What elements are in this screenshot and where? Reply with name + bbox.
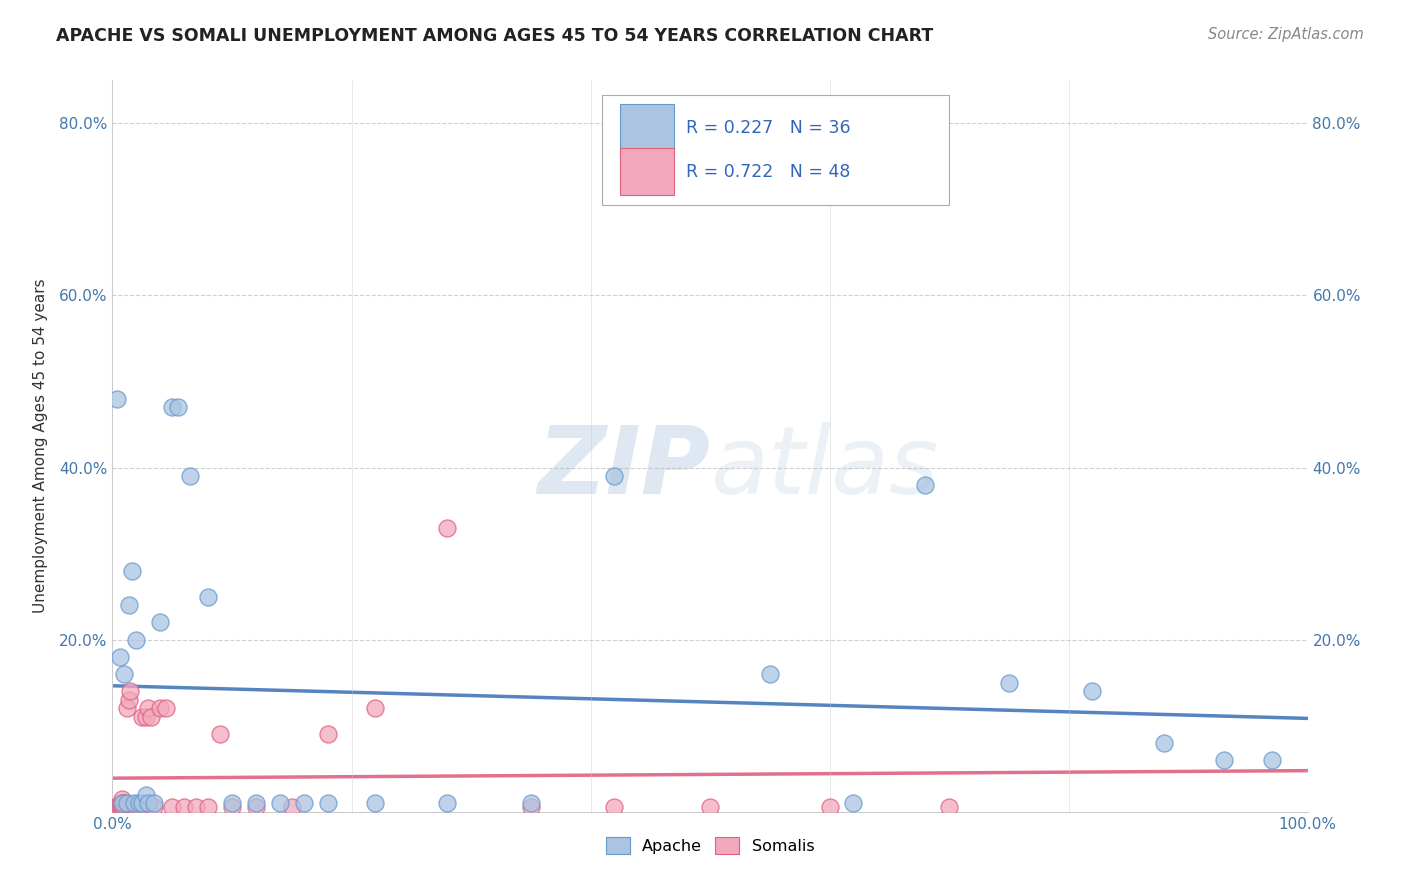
- Point: [131, 796, 153, 810]
- Point: [364, 701, 387, 715]
- Point: [221, 796, 243, 810]
- Point: [105, 800, 128, 814]
- Point: [364, 796, 387, 810]
- Point: [118, 598, 141, 612]
- Text: R = 0.227   N = 36: R = 0.227 N = 36: [686, 119, 851, 136]
- FancyBboxPatch shape: [620, 104, 675, 152]
- Point: [818, 800, 841, 814]
- Point: [436, 796, 458, 810]
- Point: [121, 800, 143, 814]
- Point: [131, 710, 153, 724]
- Point: [186, 800, 208, 814]
- Point: [112, 796, 135, 810]
- Point: [938, 800, 960, 814]
- FancyBboxPatch shape: [620, 148, 675, 195]
- Point: [155, 701, 177, 715]
- Point: [149, 615, 172, 630]
- Point: [125, 800, 148, 814]
- Point: [117, 800, 139, 814]
- Point: [105, 392, 128, 406]
- Point: [114, 796, 135, 810]
- Point: [143, 800, 166, 814]
- Point: [143, 796, 166, 810]
- Point: [118, 693, 141, 707]
- Point: [173, 800, 195, 814]
- Point: [520, 796, 543, 810]
- Point: [112, 800, 135, 814]
- Point: [122, 796, 145, 810]
- Point: [107, 800, 129, 814]
- Point: [179, 469, 201, 483]
- Point: [520, 800, 543, 814]
- Point: [292, 796, 315, 810]
- Point: [759, 667, 782, 681]
- Text: APACHE VS SOMALI UNEMPLOYMENT AMONG AGES 45 TO 54 YEARS CORRELATION CHART: APACHE VS SOMALI UNEMPLOYMENT AMONG AGES…: [56, 27, 934, 45]
- Point: [1081, 684, 1104, 698]
- Point: [128, 796, 150, 810]
- Point: [108, 649, 131, 664]
- Point: [135, 710, 157, 724]
- Y-axis label: Unemployment Among Ages 45 to 54 years: Unemployment Among Ages 45 to 54 years: [32, 278, 48, 614]
- Point: [269, 796, 291, 810]
- Legend: Apache, Somalis: Apache, Somalis: [600, 832, 820, 859]
- Point: [135, 788, 157, 802]
- Point: [110, 796, 132, 810]
- Point: [138, 701, 160, 715]
- Point: [209, 727, 232, 741]
- Point: [121, 564, 143, 578]
- Point: [221, 800, 243, 814]
- Point: [1153, 736, 1175, 750]
- Point: [245, 800, 267, 814]
- Point: [111, 800, 134, 814]
- Point: [128, 800, 150, 814]
- Point: [115, 796, 138, 810]
- Point: [316, 796, 339, 810]
- Point: [114, 800, 135, 814]
- Point: [842, 796, 865, 810]
- Point: [436, 521, 458, 535]
- Point: [120, 800, 142, 814]
- Point: [603, 800, 626, 814]
- Point: [1213, 753, 1236, 767]
- FancyBboxPatch shape: [603, 95, 949, 204]
- Point: [245, 796, 267, 810]
- Point: [197, 800, 219, 814]
- Point: [316, 727, 339, 741]
- Point: [108, 800, 131, 814]
- Point: [138, 796, 160, 810]
- Point: [104, 800, 127, 814]
- Point: [114, 667, 135, 681]
- Point: [125, 632, 148, 647]
- Point: [114, 800, 136, 814]
- Point: [1261, 753, 1284, 767]
- Point: [124, 800, 146, 814]
- Point: [149, 701, 172, 715]
- Point: [121, 800, 143, 814]
- Point: [115, 701, 138, 715]
- Point: [120, 684, 142, 698]
- Point: [162, 401, 183, 415]
- Point: [110, 800, 132, 814]
- Point: [122, 800, 145, 814]
- Point: [162, 800, 183, 814]
- Point: [998, 675, 1021, 690]
- Point: [105, 800, 128, 814]
- Point: [111, 792, 134, 806]
- Text: Source: ZipAtlas.com: Source: ZipAtlas.com: [1208, 27, 1364, 42]
- Text: R = 0.722   N = 48: R = 0.722 N = 48: [686, 162, 851, 181]
- Point: [139, 710, 162, 724]
- Point: [167, 401, 190, 415]
- Point: [699, 800, 721, 814]
- Point: [603, 469, 626, 483]
- Text: ZIP: ZIP: [537, 422, 710, 514]
- Text: atlas: atlas: [710, 423, 938, 514]
- Point: [281, 800, 304, 814]
- Point: [197, 590, 219, 604]
- Point: [914, 477, 936, 491]
- Point: [111, 796, 134, 810]
